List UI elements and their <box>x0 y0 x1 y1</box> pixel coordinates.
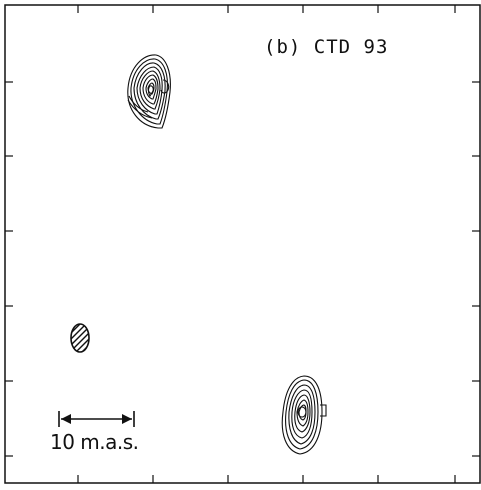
north-component <box>127 54 171 129</box>
right-ticks <box>472 81 480 457</box>
plot-border <box>4 4 481 484</box>
bottom-ticks <box>77 475 456 483</box>
beam-ellipse <box>70 323 90 353</box>
south-component <box>281 375 327 455</box>
left-ticks <box>5 81 13 457</box>
scale-bar <box>58 411 135 427</box>
panel-label: (b) CTD 93 <box>264 36 389 58</box>
top-ticks <box>77 5 456 13</box>
scale-bar-label: 10 m.a.s. <box>50 430 139 454</box>
